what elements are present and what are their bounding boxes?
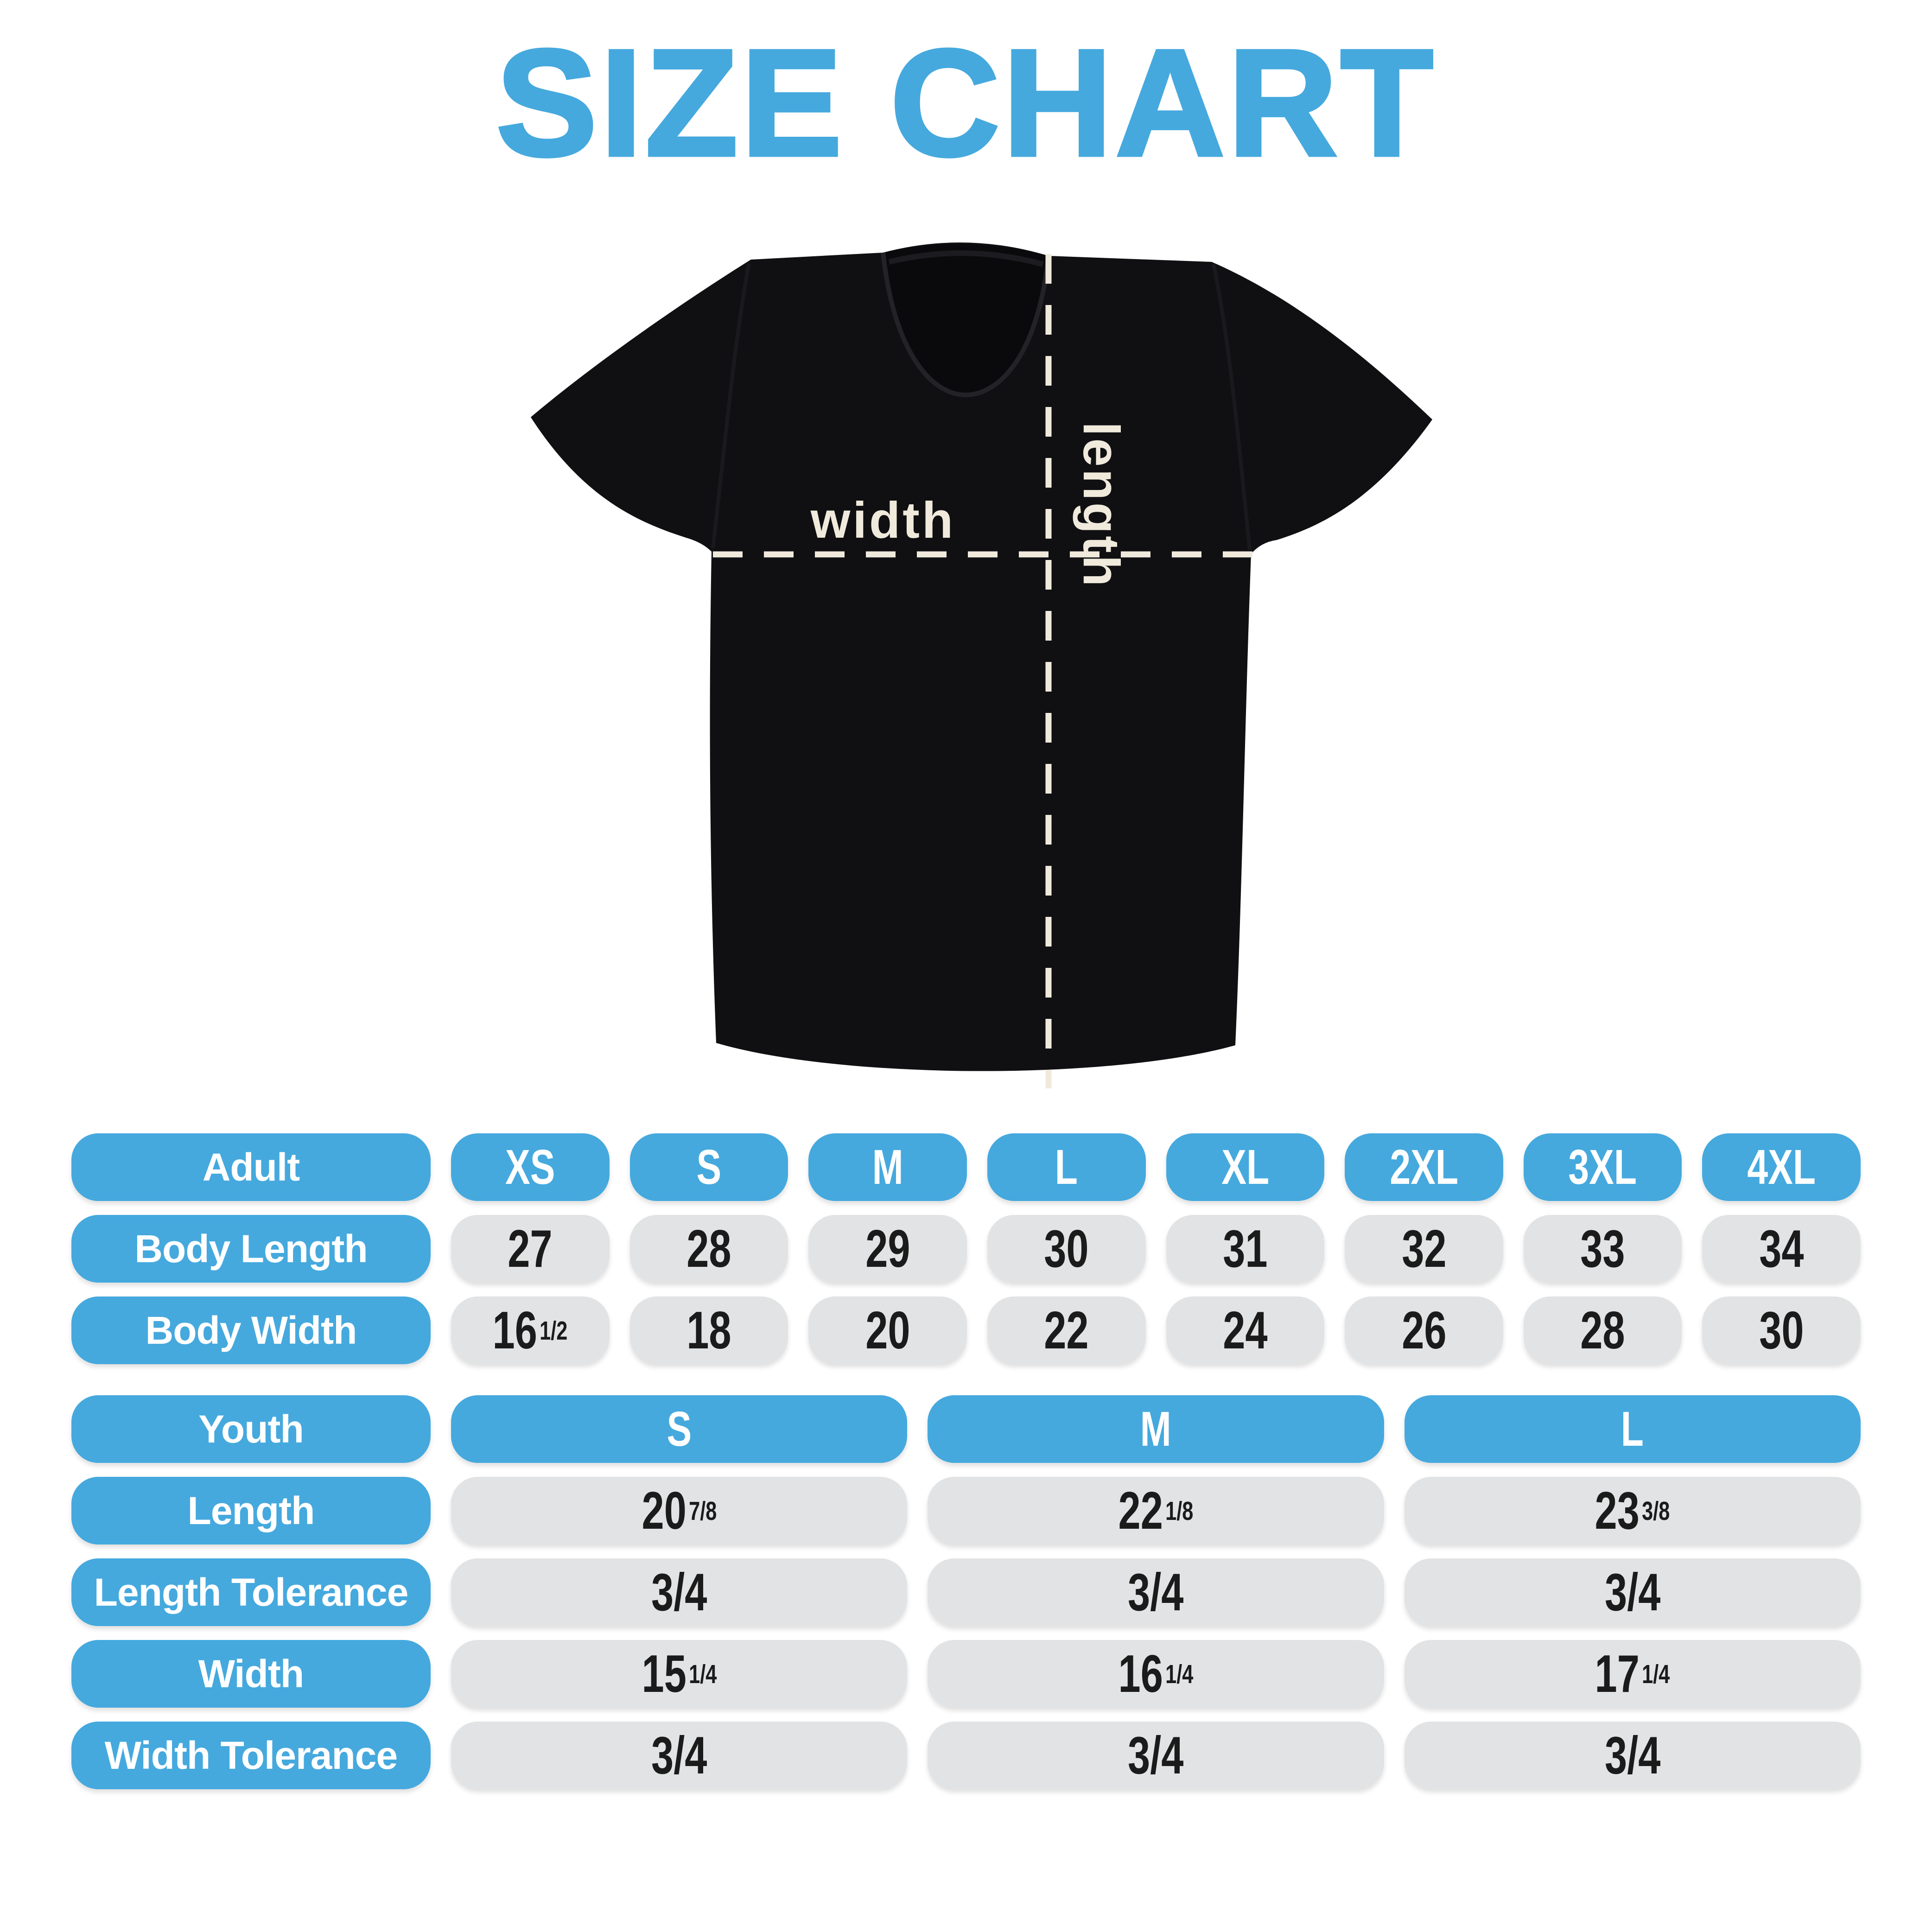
collar-seam	[881, 252, 1051, 398]
right-armhole-seam	[1212, 264, 1252, 550]
youth-length-tolerance-value-s: 3/4	[451, 1558, 908, 1626]
body-length-value-xl: 31	[1166, 1215, 1325, 1283]
adult-size-table: Adult XS S M L XL 2XL 3XL 4XL Body Lengt…	[71, 1133, 1861, 1364]
youth-width-tolerance-value-l: 3/4	[1404, 1722, 1861, 1789]
body-length-value-s: 28	[629, 1215, 788, 1283]
youth-length-value-m: 221/8	[928, 1477, 1384, 1544]
youth-size-header-l: L	[1404, 1395, 1861, 1463]
youth-row-label-width: Width	[71, 1640, 431, 1708]
youth-size-header-m: M	[928, 1395, 1384, 1463]
adult-size-header-2xl: 2XL	[1345, 1133, 1503, 1201]
body-length-value-l: 30	[987, 1215, 1146, 1283]
tshirt-diagram-svg: width length	[531, 242, 1432, 1088]
adult-size-header-xs: XS	[451, 1133, 610, 1201]
body-length-value-m: 29	[808, 1215, 967, 1283]
adult-size-header-3xl: 3XL	[1523, 1133, 1682, 1201]
body-length-value-xs: 27	[451, 1215, 610, 1283]
youth-row-label-width-tolerance: Width Tolerance	[71, 1722, 431, 1789]
body-width-value-4xl: 30	[1702, 1296, 1861, 1364]
adult-size-header-m: M	[808, 1133, 967, 1201]
youth-width-value-l: 171/4	[1404, 1640, 1861, 1708]
youth-size-table: Youth S M L Length 207/8 221/8 233/8 Len…	[71, 1395, 1861, 1789]
adult-size-header-l: L	[987, 1133, 1146, 1201]
body-width-value-s: 18	[629, 1296, 788, 1364]
length-measure-label: length	[1073, 422, 1130, 589]
youth-size-header-s: S	[451, 1395, 908, 1463]
adult-size-header-xl: XL	[1166, 1133, 1325, 1201]
body-length-value-4xl: 34	[1702, 1215, 1861, 1283]
youth-width-tolerance-value-s: 3/4	[451, 1722, 908, 1789]
adult-size-header-4xl: 4XL	[1702, 1133, 1861, 1201]
tshirt-measurement-diagram: width length	[491, 218, 1455, 1108]
body-width-value-xl: 24	[1166, 1296, 1325, 1364]
adult-size-header-s: S	[629, 1133, 788, 1201]
body-width-value-3xl: 28	[1523, 1296, 1682, 1364]
youth-length-value-l: 233/8	[1404, 1477, 1861, 1544]
youth-width-value-m: 161/4	[928, 1640, 1384, 1708]
body-width-value-2xl: 26	[1345, 1296, 1503, 1364]
youth-length-value-s: 207/8	[451, 1477, 908, 1544]
page-title: SIZE CHART	[495, 18, 1436, 188]
youth-length-tolerance-value-l: 3/4	[1404, 1558, 1861, 1626]
youth-table-corner-label: Youth	[71, 1395, 431, 1463]
body-width-value-xs: 161/2	[451, 1296, 610, 1364]
adult-row-label-body-width: Body Width	[71, 1296, 431, 1364]
collar-opening	[883, 244, 1049, 395]
adult-row-label-body-length: Body Length	[71, 1215, 431, 1283]
body-length-value-3xl: 33	[1523, 1215, 1682, 1283]
youth-width-value-s: 151/4	[451, 1640, 908, 1708]
tshirt-silhouette	[531, 242, 1432, 1071]
youth-width-tolerance-value-m: 3/4	[928, 1722, 1384, 1789]
left-armhole-seam	[711, 263, 751, 548]
youth-length-tolerance-value-m: 3/4	[928, 1558, 1384, 1626]
body-width-value-m: 20	[808, 1296, 967, 1364]
body-width-value-l: 22	[987, 1296, 1146, 1364]
body-length-value-2xl: 32	[1345, 1215, 1503, 1283]
youth-row-label-length: Length	[71, 1477, 431, 1544]
youth-row-label-length-tolerance: Length Tolerance	[71, 1558, 431, 1626]
adult-table-corner-label: Adult	[71, 1133, 431, 1201]
collar-band	[888, 250, 1044, 267]
width-measure-label: width	[810, 492, 955, 549]
